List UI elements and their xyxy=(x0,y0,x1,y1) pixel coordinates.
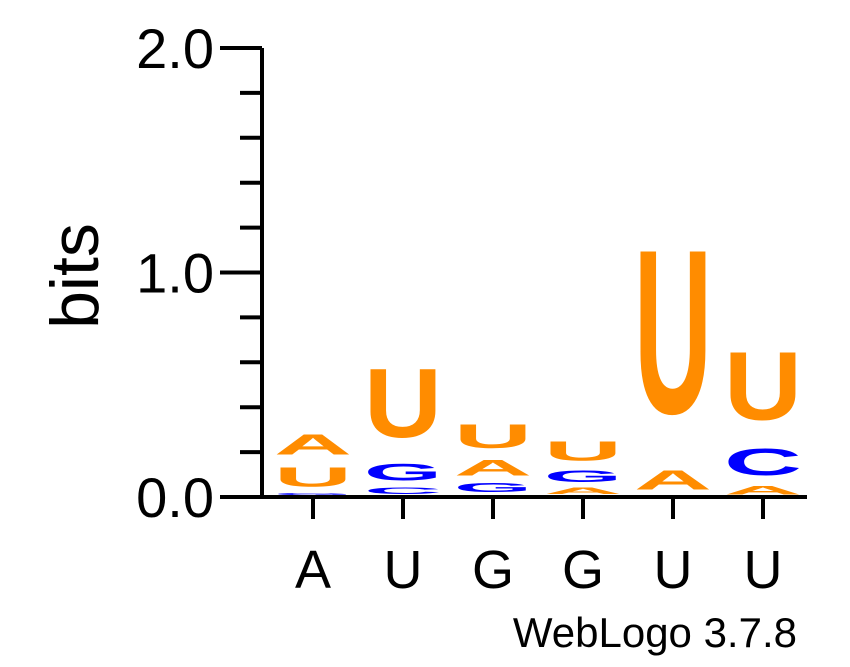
logo-letter-c: C xyxy=(364,486,442,496)
logo-letter-g: G xyxy=(274,493,352,496)
y-tick-label: 2.0 xyxy=(136,17,214,80)
position-label: U xyxy=(384,540,423,600)
position-label: U xyxy=(744,540,783,600)
logo-letter-u: U xyxy=(544,435,622,466)
logo-letter-a: A xyxy=(724,484,802,497)
logo-letter-u: U xyxy=(274,461,352,492)
logo-letter-a: A xyxy=(274,428,352,461)
logo-letter-g: G xyxy=(544,467,622,486)
y-axis: 0.0 1.0 2.0 xyxy=(136,17,264,529)
y-tick-label: 1.0 xyxy=(136,242,214,305)
position-label: G xyxy=(562,540,604,600)
logo-letter-u: U xyxy=(724,331,802,440)
logo-letter-c: C xyxy=(724,441,802,483)
position-label: A xyxy=(295,540,331,600)
position-label: G xyxy=(472,540,514,600)
y-tick-label: 0.0 xyxy=(136,466,214,529)
logo-letter-a: A xyxy=(544,486,622,496)
logo-letter-g: G xyxy=(364,459,442,486)
logo-letter-g: G xyxy=(454,480,532,495)
weblogo-version: WebLogo 3.7.8 xyxy=(513,609,797,656)
logo-letter-u: U xyxy=(634,201,712,463)
y-axis-title: bits xyxy=(37,223,113,329)
logo-letter-a: A xyxy=(634,464,712,495)
logo-letter-u: U xyxy=(454,417,532,455)
logo-letter-a: A xyxy=(454,455,532,480)
position-label: U xyxy=(654,540,693,600)
logo-letter-u: U xyxy=(364,349,442,458)
letter-stacks: CGUAACGUCGAUCAGUGAUACU xyxy=(274,201,802,497)
